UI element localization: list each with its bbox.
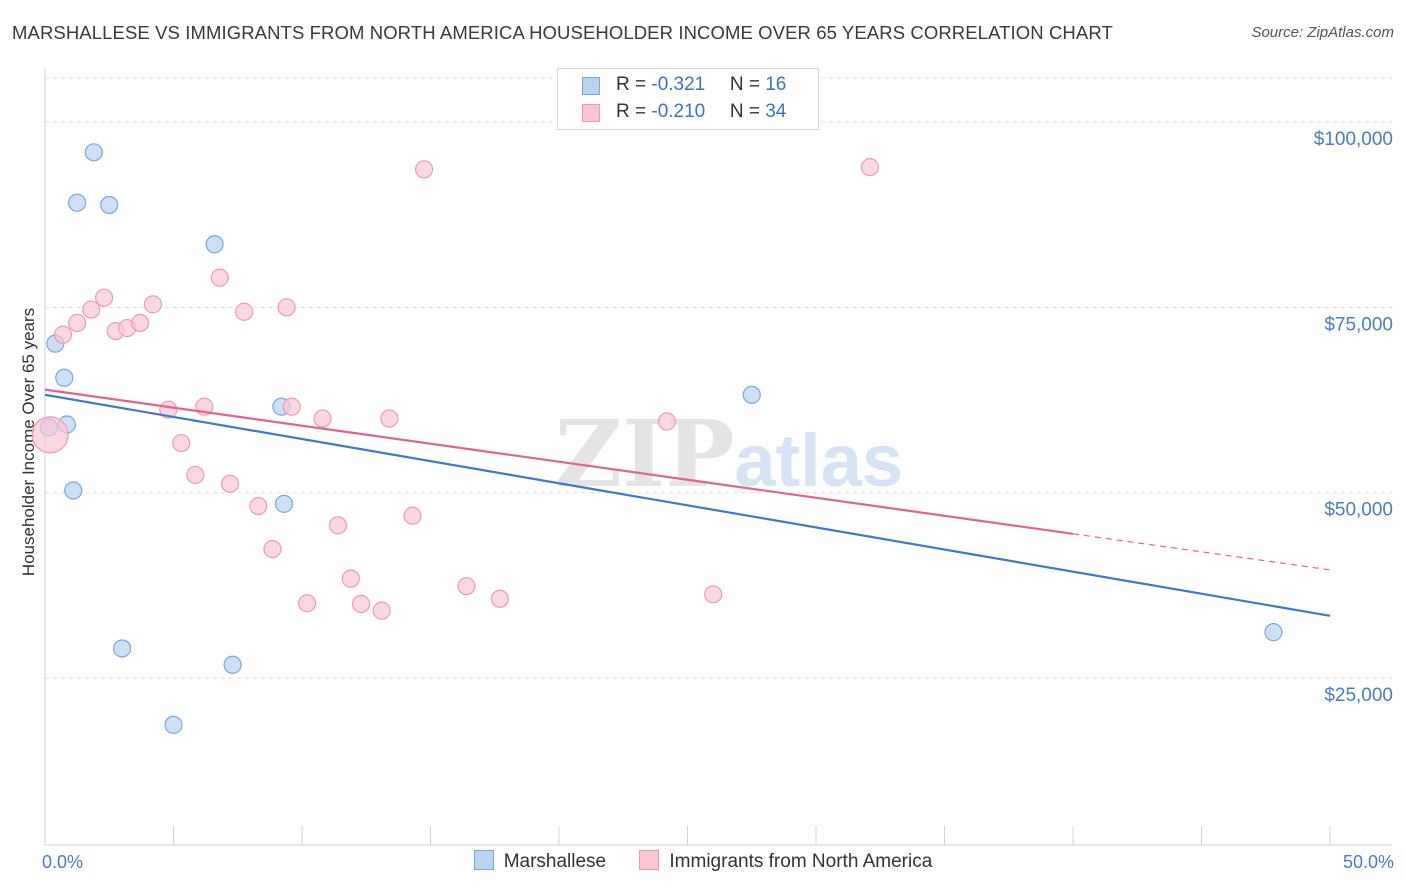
legend-item-marshallese[interactable]: Marshallese — [473, 850, 607, 873]
immigrants-point — [31, 416, 69, 454]
marshallese-point — [205, 235, 224, 254]
immigrants-point — [130, 313, 150, 332]
legend-swatch-blue — [473, 850, 494, 870]
immigrants-trend-line — [44, 388, 1074, 535]
legend-label: Immigrants from North America — [669, 851, 933, 872]
immigrants-point — [457, 577, 476, 596]
immigrants-trend-line-extension — [1072, 533, 1331, 571]
immigrants-point — [704, 585, 723, 604]
immigrants-point — [282, 397, 301, 416]
x-tick-label-max: 50.0% — [1342, 852, 1394, 872]
immigrants-point — [860, 158, 880, 177]
n-label: N = — [729, 74, 766, 95]
immigrants-point — [235, 302, 254, 321]
legend: Marshallese Immigrants from North Americ… — [0, 850, 1406, 873]
marshallese-point — [223, 655, 242, 674]
immigrants-point — [414, 160, 434, 179]
y-tick-label: $75,000 — [1324, 314, 1393, 335]
marshallese-point — [742, 385, 761, 404]
immigrants-point — [249, 496, 268, 516]
immigrants-point — [95, 288, 114, 307]
immigrants-point — [657, 412, 677, 431]
immigrants-point — [352, 594, 371, 614]
r-label: R = — [616, 101, 652, 122]
stats-swatch-pink — [582, 104, 600, 122]
immigrants-point — [82, 300, 101, 319]
n-value: 16 — [765, 74, 787, 95]
immigrants-point — [298, 594, 317, 613]
stats-box: R = -0.321 N = 16 R = -0.210 N = 34 — [557, 68, 819, 130]
immigrants-point — [313, 409, 332, 428]
immigrants-point — [372, 601, 391, 620]
immigrants-point — [490, 589, 509, 608]
source-label: Source: ZipAtlas.com — [1251, 24, 1394, 41]
immigrants-point — [53, 325, 73, 344]
legend-label: Marshallese — [503, 851, 607, 872]
marshallese-point — [64, 481, 83, 500]
chart-title: MARSHALLESE VS IMMIGRANTS FROM NORTH AME… — [12, 22, 1113, 43]
immigrants-point — [210, 268, 229, 287]
immigrants-point — [186, 465, 205, 485]
marshallese-point — [100, 195, 119, 215]
x-tick-label-min: 0.0% — [42, 852, 84, 872]
immigrants-point — [172, 433, 191, 453]
immigrants-point — [277, 298, 296, 317]
marshallese-point — [68, 193, 87, 212]
immigrants-point — [403, 506, 422, 525]
immigrants-point — [380, 409, 399, 428]
marshallese-trend-line — [44, 393, 1331, 617]
immigrants-point — [341, 569, 360, 588]
y-tick-label: $100,000 — [1314, 129, 1393, 150]
r-value: -0.210 — [651, 101, 706, 122]
r-label: R = — [616, 74, 652, 95]
immigrants-point — [263, 539, 282, 559]
marshallese-point — [112, 639, 132, 658]
marshallese-point — [274, 494, 294, 513]
y-tick-label: $50,000 — [1324, 500, 1393, 521]
marshallese-point — [55, 368, 74, 387]
immigrants-point — [143, 295, 163, 314]
marshallese-point — [84, 143, 103, 162]
marshallese-point — [164, 715, 183, 734]
immigrants-point — [328, 516, 348, 535]
r-value: -0.321 — [651, 74, 706, 95]
legend-item-immigrants[interactable]: Immigrants from North America — [639, 850, 932, 873]
immigrants-point — [220, 474, 240, 493]
y-tick-label: $25,000 — [1324, 685, 1393, 706]
immigrants-point — [68, 313, 87, 332]
n-value: 34 — [765, 101, 787, 122]
marshallese-point — [1264, 623, 1283, 642]
stats-swatch-blue — [582, 77, 600, 95]
n-label: N = — [729, 101, 766, 122]
legend-swatch-pink — [639, 850, 660, 870]
